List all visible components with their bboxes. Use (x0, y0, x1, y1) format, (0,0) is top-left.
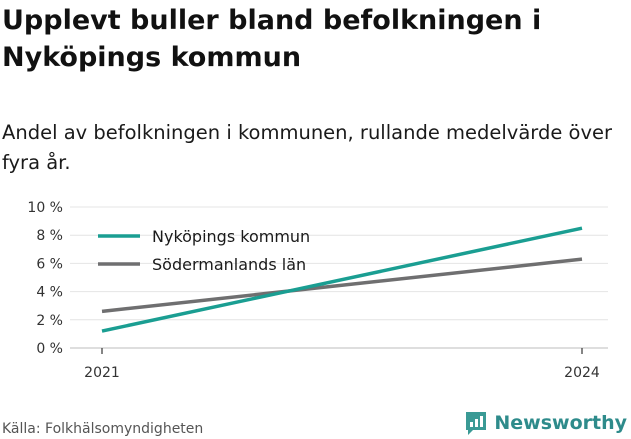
x-tick-label: 2024 (564, 365, 600, 381)
x-tick-label: 2021 (84, 365, 120, 381)
y-tick-label: 0 % (36, 341, 63, 357)
source-note: Källa: Folkhälsomyndigheten (2, 421, 204, 437)
newsworthy-logo-icon (466, 412, 487, 435)
series-line-1 (101, 226, 583, 333)
brand-logo: Newsworthy (464, 408, 627, 438)
series-line-2 (101, 257, 583, 314)
line-chart: 0 % 2 % 4 % 6 % 8 % 10 % 2021 2024 Nyköpings kom… (27, 200, 608, 381)
chart-title: Upplevt buller bland befolkningen i Nykö… (2, 5, 542, 73)
y-tick-label: 2 % (36, 313, 63, 329)
y-tick-label: 8 % (36, 228, 63, 244)
brand-name: Newsworthy (494, 412, 627, 434)
chart-subtitle: Andel av befolkningen i kommunen, rullan… (2, 121, 613, 174)
y-tick-label: 4 % (36, 285, 63, 301)
legend-label: Södermanlands län (152, 255, 306, 274)
y-tick-label: 10 % (27, 200, 63, 216)
y-tick-label: 6 % (36, 256, 63, 272)
legend-label: Nyköpings kommun (152, 227, 310, 246)
